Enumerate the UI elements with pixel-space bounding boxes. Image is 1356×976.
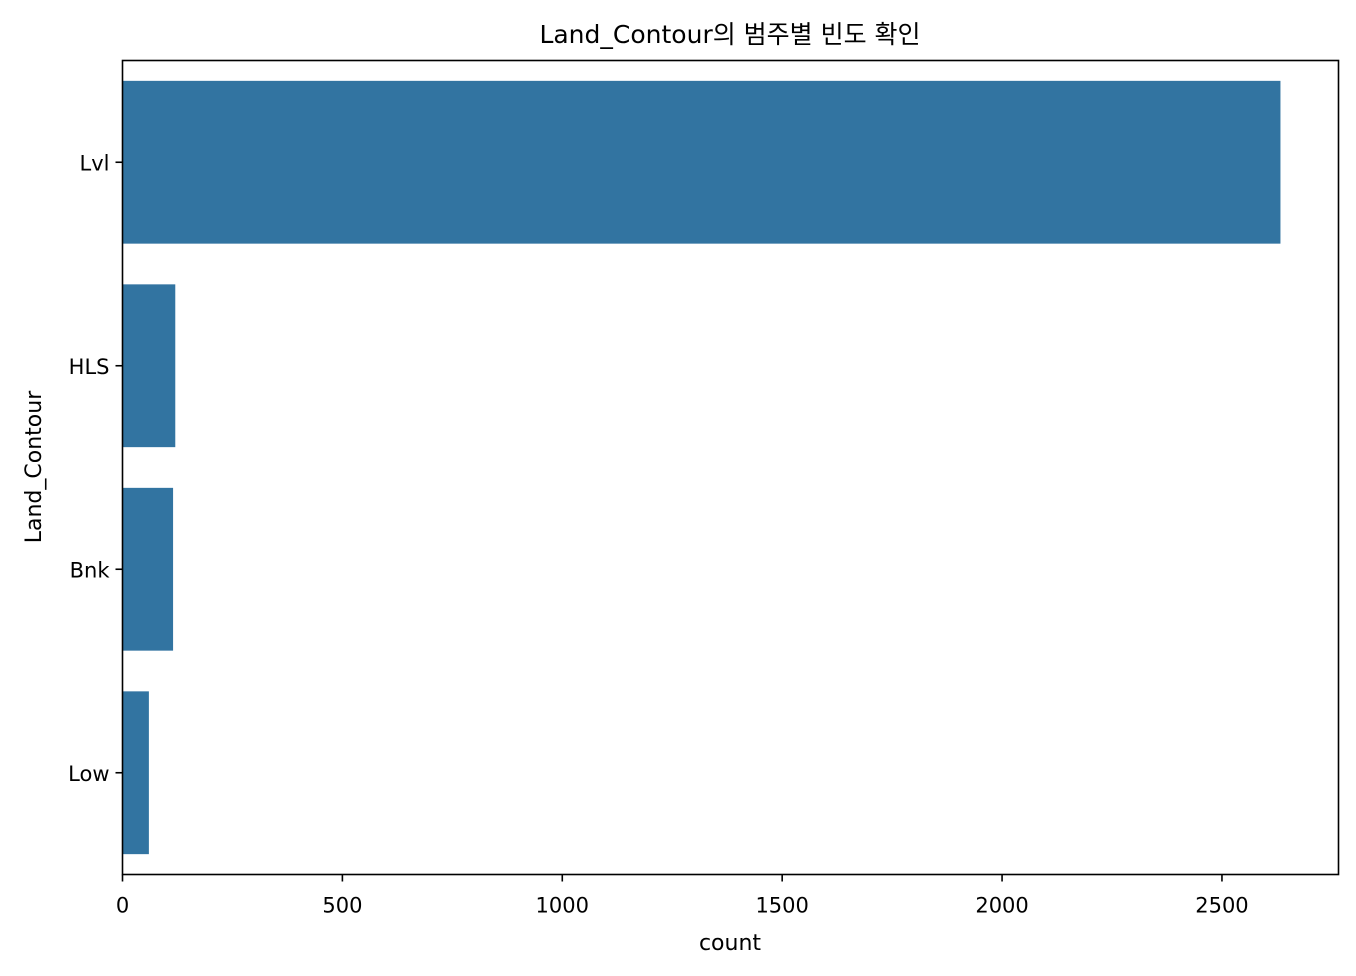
x-tick-label: 1500 [755, 894, 808, 918]
x-axis: 0 500 1000 1500 2000 2500 [116, 874, 1249, 918]
bar-lvl [122, 80, 1281, 244]
chart-title: Land_Contour의 범주별 빈도 확인 [539, 20, 920, 49]
x-tick-label: 500 [322, 894, 362, 918]
y-axis: Lvl HLS Bnk Low [68, 151, 123, 786]
y-tick-label: Low [68, 762, 109, 786]
y-tick-label: Lvl [80, 151, 110, 175]
bars-group [122, 80, 1281, 855]
bar-low [122, 691, 149, 855]
y-tick-label: Bnk [70, 558, 111, 582]
bar-bnk [122, 487, 174, 651]
plot-frame [121, 59, 1340, 876]
x-tick-label: 1000 [536, 894, 589, 918]
x-tick-label: 2000 [975, 894, 1028, 918]
x-axis-label: count [699, 931, 761, 956]
x-tick-label: 2500 [1195, 894, 1248, 918]
bar-hls [122, 284, 176, 448]
y-tick-label: HLS [69, 355, 110, 379]
x-tick-label: 0 [116, 894, 129, 918]
y-axis-label: Land_Contour [22, 390, 47, 543]
